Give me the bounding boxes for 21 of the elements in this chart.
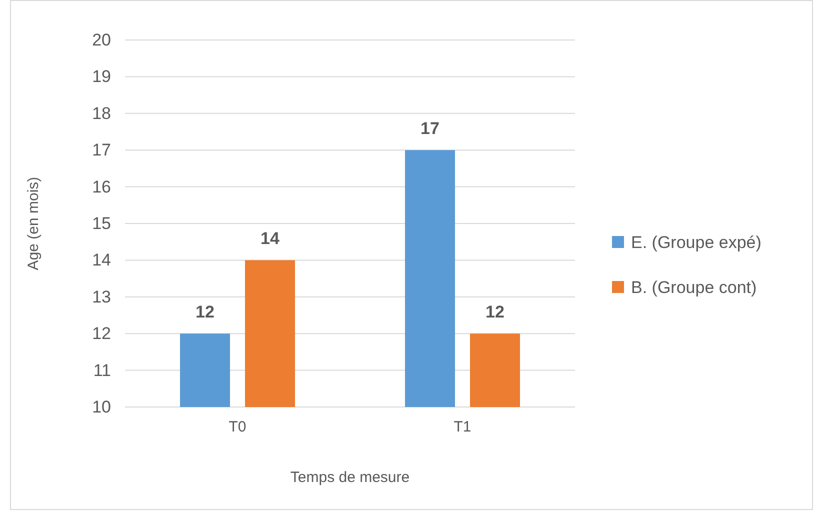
data-label: 14 [260,229,280,248]
y-tick-label: 12 [92,324,111,344]
x-tick-label: T0 [228,418,246,436]
x-axis-title: Temps de mesure [290,469,410,486]
y-tick-label: 16 [92,177,111,196]
legend-label: B. (Groupe cont) [631,278,757,297]
y-tick-label: 19 [92,67,111,86]
y-tick-label: 17 [92,140,111,160]
y-tick-label: 10 [92,397,111,416]
y-tick-label: 14 [92,250,111,270]
legend-label: E. (Groupe expé) [631,233,762,252]
y-tick-label: 13 [92,287,111,306]
y-axis-title: Age (en mois) [25,176,42,270]
data-label: 12 [486,302,504,322]
data-label: 17 [420,119,440,138]
y-tick-label: 11 [93,360,111,380]
y-tick-label: 15 [92,214,111,233]
y-tick-label: 20 [92,30,111,50]
data-label: 12 [196,302,214,322]
y-tick-label: 18 [92,104,111,123]
x-tick-label: T1 [454,418,472,436]
